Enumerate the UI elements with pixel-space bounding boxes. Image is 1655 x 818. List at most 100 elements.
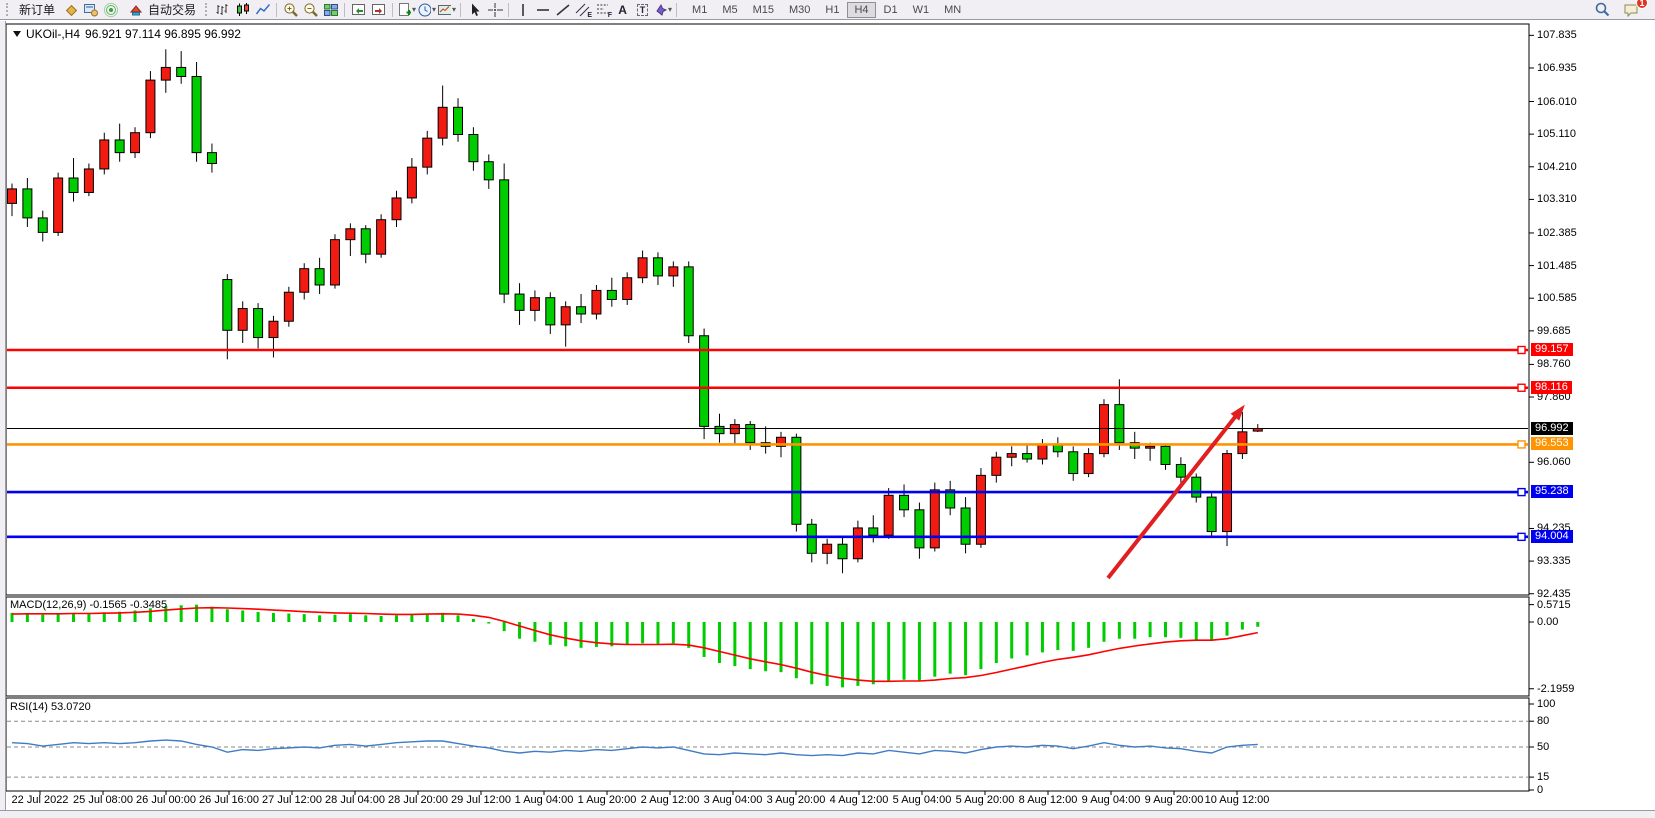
timeframe-m15[interactable]: M15 [752,3,774,16]
cursor-icon[interactable] [465,1,484,18]
horizontal-line-tool-icon[interactable] [533,1,552,18]
candle-up [53,177,64,233]
candle-down [545,297,556,326]
timeframe-d1[interactable]: D1 [883,3,898,16]
toolbar-grip[interactable] [6,3,10,16]
candle-up [1083,453,1094,475]
search-icon[interactable] [1593,1,1612,18]
level-line-anchor[interactable] [1517,440,1526,449]
new-chart-dropdown[interactable] [397,1,416,18]
candle-up [529,297,540,311]
bar-chart-icon[interactable] [213,1,232,18]
toolbar-separator [392,2,394,17]
level-line-anchor[interactable] [1517,383,1526,392]
candle-down [714,425,725,435]
trend-arrow-head[interactable] [1230,404,1245,421]
timeframe-mn[interactable]: MN [944,3,962,16]
candle-down [314,268,325,286]
timeframe-m1[interactable]: M1 [692,3,708,16]
text-tool-icon[interactable]: A [613,1,632,18]
template-dropdown[interactable] [437,1,456,18]
candle-up [160,66,171,81]
candle-up [729,424,740,435]
candle-up [329,239,340,286]
candle-down [453,106,464,136]
candlestick-chart-icon[interactable] [233,1,252,18]
timeframe-m30[interactable]: M30 [789,3,811,16]
level-line-anchor[interactable] [1517,532,1526,542]
chart-menu-arrow-icon[interactable] [13,31,21,37]
candle-down [606,289,617,300]
candle-down [1068,451,1079,475]
candle-down [699,335,710,427]
candle-up [406,166,417,199]
period-dropdown[interactable] [417,1,436,18]
candle-down [176,66,187,77]
toolbar-separator [276,2,278,17]
level-line-anchor[interactable] [1517,345,1526,355]
timeframe-group: M1 M5 M15 M30 H1 H4 D1 W1 MN [685,1,968,18]
zoom-in-icon[interactable] [281,1,300,18]
candle-up [283,291,294,322]
symbol-timeframe-label: UKOil-,H4 [26,27,81,41]
candle-up [1006,453,1017,458]
candle-down [468,134,479,163]
candle-up [637,257,648,279]
candle-up [268,320,279,339]
candle-down [206,152,217,165]
signal-icon[interactable] [101,1,120,18]
timeframe-h1[interactable]: H1 [825,3,840,16]
chart-window-icon[interactable] [61,1,80,18]
market-watch-icon[interactable] [81,1,100,18]
notifications-icon[interactable]: 1 [1622,0,1648,18]
line-chart-icon[interactable] [253,1,272,18]
candle-up [130,132,141,154]
candle-up [883,494,894,536]
candle-down [222,279,233,331]
candle-down [806,523,817,554]
trend-arrow-line[interactable] [1106,412,1240,580]
toolbar-separator [676,2,678,17]
vertical-line-tool-icon[interactable] [513,1,532,18]
candle-up [822,543,833,554]
macd-indicator-label: MACD(12,26,9) -0.1565 -0.3485 [10,599,168,611]
macd-signal-line [11,606,1258,683]
tile-windows-icon[interactable] [321,1,340,18]
autoscroll-icon[interactable] [349,1,368,18]
candle-down [1191,476,1202,498]
autotrading-button[interactable]: 自动交易 [121,0,201,19]
timeframe-h4[interactable]: H4 [847,1,876,18]
candle-down [576,306,587,315]
candle-up [83,168,94,194]
toolbar-separator [508,2,510,17]
timeframe-m5[interactable]: M5 [722,3,738,16]
candle-down [945,489,956,509]
candle-up [145,79,156,134]
candle-down [683,266,694,337]
chart-shift-icon[interactable] [369,1,388,18]
crosshair-icon[interactable] [485,1,504,18]
candle-up [668,266,679,277]
zoom-out-icon[interactable] [301,1,320,18]
chart-left-edge [0,21,6,810]
candle-up [622,277,633,300]
candle-down [745,424,756,444]
label-tool-icon[interactable]: T [633,1,652,18]
label-tool-letter: T [636,3,649,16]
candle-down [514,293,525,311]
level-line-anchor[interactable] [1517,487,1526,497]
candle-down [22,188,33,219]
trendline-tool-icon[interactable] [553,1,572,18]
candle-up [437,106,448,139]
timeframe-w1[interactable]: W1 [912,3,930,16]
toolbar-grip[interactable] [205,3,209,16]
channel-tool-icon[interactable]: E [573,1,592,19]
shapes-dropdown[interactable] [653,1,672,18]
fibonacci-tool-icon[interactable]: F [593,1,612,19]
candle-up [776,436,786,447]
candle-down [652,257,663,277]
new-order-button[interactable]: 新订单 [14,0,60,19]
candle-up [345,228,356,241]
candle-down [899,494,910,511]
